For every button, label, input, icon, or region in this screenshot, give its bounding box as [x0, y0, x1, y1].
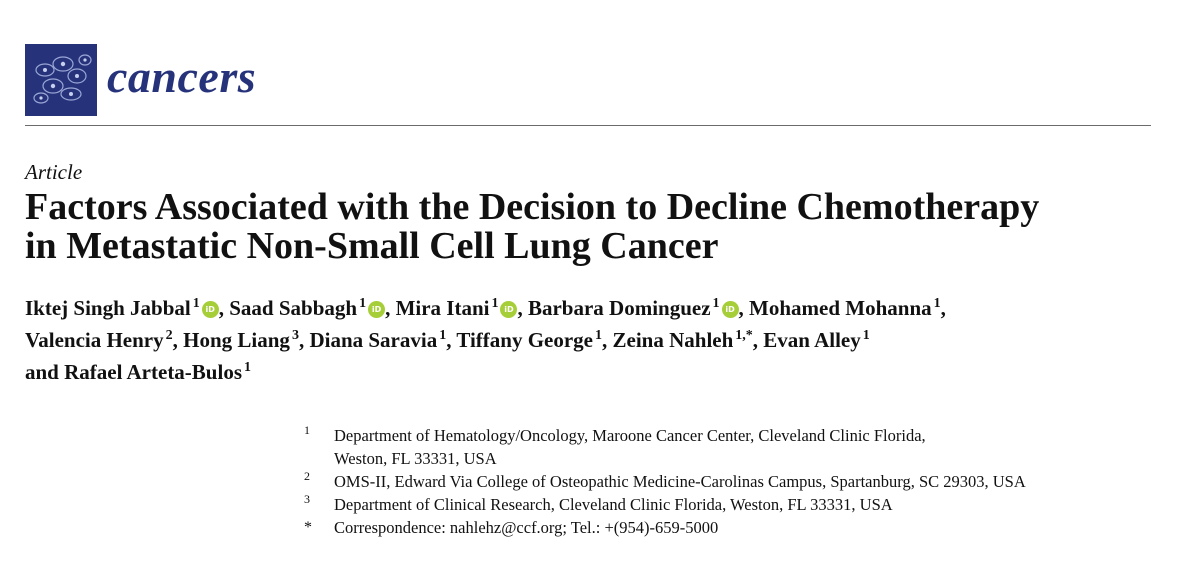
author-affiliation-sup: 2 [165, 328, 173, 343]
affiliation-mark: 3 [304, 492, 310, 506]
author-name[interactable]: Zeina Nahleh [612, 328, 734, 352]
affiliation-item: 1 Department of Hematology/Oncology, Mar… [304, 423, 1184, 470]
header-divider [25, 125, 1151, 126]
affiliation-item: 3 Department of Clinical Research, Cleve… [304, 492, 1184, 516]
journal-header: cancers [25, 44, 256, 116]
author-name[interactable]: Diana Saravia [309, 328, 438, 352]
correspondence-text[interactable]: Correspondence: nahlehz@ccf.org; Tel.: +… [334, 518, 719, 537]
affiliations-list: 1 Department of Hematology/Oncology, Mar… [304, 423, 1184, 539]
author-name[interactable]: Iktej Singh Jabbal [25, 296, 191, 320]
journal-name[interactable]: cancers [107, 51, 257, 102]
author-affiliation-sup: 1 [192, 296, 200, 311]
orcid-icon[interactable]: iD [368, 301, 386, 318]
author-name[interactable]: Valencia Henry [25, 328, 164, 352]
affiliation-text: Department of Clinical Research, Clevela… [334, 495, 893, 514]
author-name[interactable]: Barbara Dominguez [527, 296, 711, 320]
author-name[interactable]: Evan Alley [763, 328, 861, 352]
affiliation-mark: 2 [304, 469, 310, 483]
correspondence-mark: * [304, 519, 312, 536]
affiliation-mark: 1 [304, 423, 310, 437]
author-affiliation-sup: 3 [291, 328, 299, 343]
affiliation-item: 2 OMS-II, Edward Via College of Osteopat… [304, 469, 1184, 493]
author-affiliation-sup: 1 [712, 296, 720, 311]
author-affiliation-sup: 1 [244, 360, 251, 375]
paper-title: Factors Associated with the Decision to … [25, 188, 1175, 266]
authors-conjunction: and [25, 360, 59, 384]
article-type: Article [25, 160, 83, 184]
affiliation-text: Department of Hematology/Oncology, Maroo… [334, 426, 926, 445]
orcid-icon[interactable]: iD [721, 301, 739, 318]
orcid-icon[interactable]: iD [201, 301, 219, 318]
author-line-1: Iktej Singh Jabbal 1 iD, Saad Sabbagh 1 iD, … [25, 296, 946, 320]
author-name[interactable]: Mohamed Mohanna [749, 296, 932, 320]
author-line-2: Valencia Henry 2, Hong Liang 3, Diana Sara… [25, 328, 870, 352]
author-line-3: and Rafael Arteta-Bulos 1 [25, 358, 1175, 390]
correspondence-item: * Correspondence: nahlehz@ccf.org; Tel.:… [304, 516, 1184, 539]
author-name[interactable]: Mira Itani [395, 296, 490, 320]
author-list: Iktej Singh Jabbal 1 iD, Saad Sabbagh 1 iD, … [25, 294, 1175, 390]
author-name[interactable]: Saad Sabbagh [229, 296, 358, 320]
author-affiliation-sup: 1 [933, 296, 941, 311]
author-affiliation-sup: 1 [439, 328, 447, 343]
author-affiliation-sup: 1 [359, 296, 367, 311]
author-affiliation-sup: 1 [491, 296, 499, 311]
author-name[interactable]: Hong Liang [183, 328, 290, 352]
affiliation-text: Weston, FL 33331, USA [334, 449, 497, 468]
affiliation-text: OMS-II, Edward Via College of Osteopathi… [334, 472, 1026, 491]
author-name[interactable]: Tiffany George [456, 328, 594, 352]
paper-title-line-1: Factors Associated with the Decision to … [25, 186, 1040, 228]
journal-logo-icon [25, 44, 97, 116]
orcid-icon[interactable]: iD [500, 301, 518, 318]
author-affiliation-sup: 1,* [735, 328, 753, 343]
author-name[interactable]: Rafael Arteta-Bulos [64, 360, 242, 384]
author-affiliation-sup: 1 [862, 328, 870, 343]
paper-title-line-2: in Metastatic Non-Small Cell Lung Cancer [25, 225, 719, 267]
author-affiliation-sup: 1 [595, 328, 603, 343]
